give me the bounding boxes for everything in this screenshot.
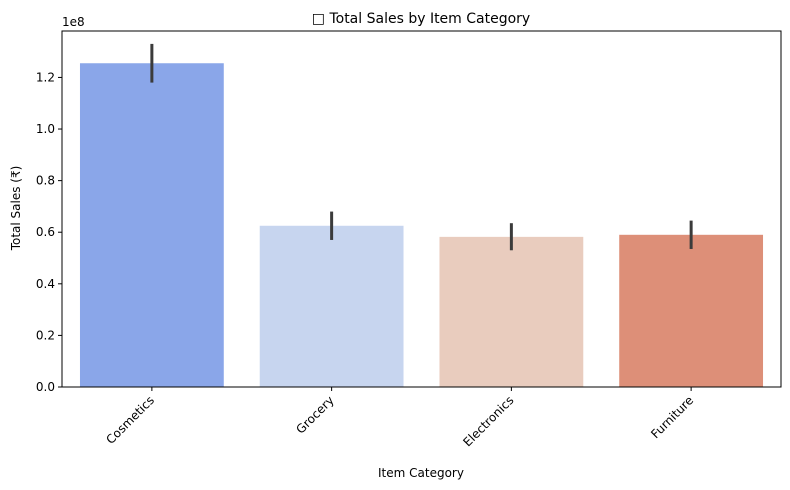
y-offset-label: 1e8 [62, 15, 85, 29]
x-tick-label: Electronics [460, 393, 516, 449]
y-tick-label: 0.8 [36, 174, 55, 188]
y-tick-label: 1.2 [36, 70, 55, 84]
plot-frame [61, 30, 782, 388]
y-tick-label: 0.2 [36, 328, 55, 342]
y-tick-label: 1.0 [36, 122, 55, 136]
bar-grocery [259, 225, 404, 387]
bar-electronics [439, 236, 584, 387]
x-tick-label: Cosmetics [103, 393, 157, 447]
y-tick-label: 0.4 [36, 277, 55, 291]
chart-title: □ Total Sales by Item Category [312, 11, 530, 27]
bar-cosmetics [79, 63, 224, 388]
y-tick-label: 0.0 [36, 380, 55, 394]
x-tick-label: Grocery [293, 393, 336, 436]
y-axis-label: Total Sales (₹) [9, 166, 23, 252]
y-tick-label: 0.6 [36, 225, 55, 239]
bar-furniture [619, 234, 764, 387]
x-tick-label: Furniture [648, 393, 696, 441]
plot-area: 0.0 0.2 0.4 0.6 0.8 1.0 1.2 Cosmetics Grocery Ele… [36, 30, 782, 449]
x-axis-label: Item Category [378, 466, 464, 480]
